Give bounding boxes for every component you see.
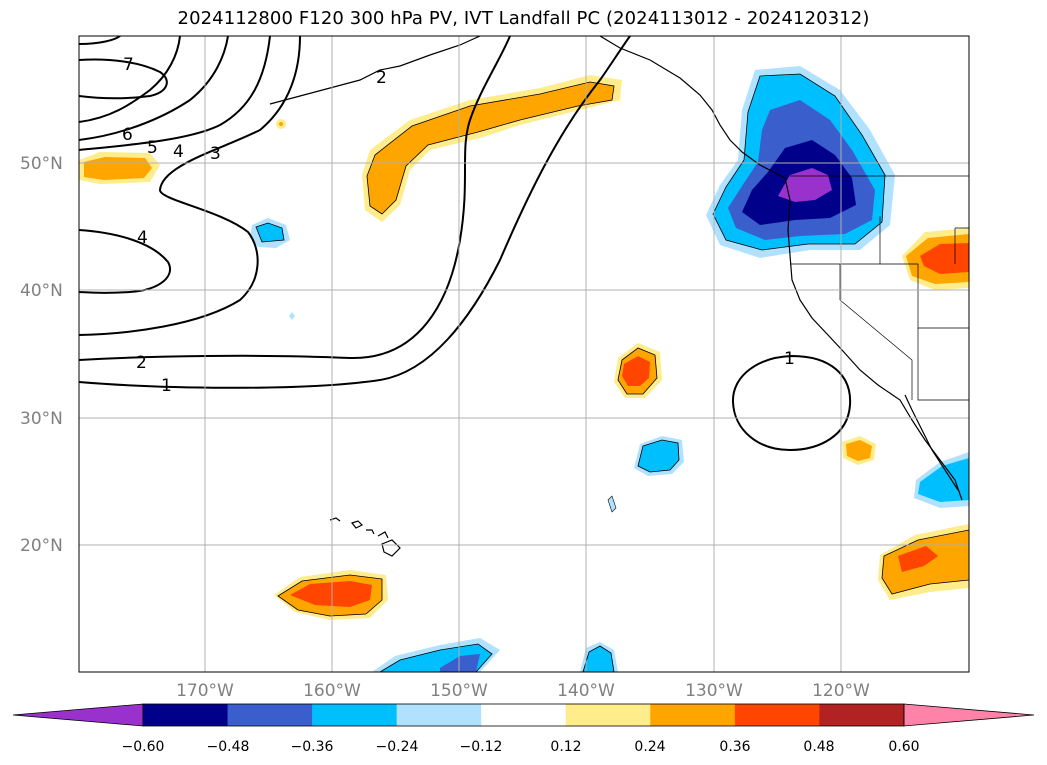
colorbar-segment bbox=[312, 704, 398, 726]
baja-coast bbox=[904, 394, 959, 491]
pv-contours bbox=[79, 36, 852, 452]
colorbar-segment bbox=[819, 704, 905, 726]
map-title: 2024112800 F120 300 hPa PV, IVT Landfall… bbox=[177, 8, 870, 29]
state-border-nv-az bbox=[880, 263, 969, 329]
negative-anomaly-small-core bbox=[256, 223, 284, 242]
lat-label-20n: 20°N bbox=[20, 536, 63, 556]
colorbar-extend-high bbox=[903, 703, 1035, 727]
positive-anomaly-baja bbox=[842, 436, 876, 465]
contour-label-1-low: 1 bbox=[784, 349, 795, 369]
colorbar-segment bbox=[565, 704, 651, 726]
pv-contour-6 bbox=[79, 36, 181, 123]
colorbar-outline bbox=[142, 703, 905, 727]
positive-anomaly-south-central bbox=[274, 570, 388, 620]
colorbar-segment bbox=[143, 704, 229, 726]
colorbar-tick: 0.60 bbox=[888, 739, 919, 755]
colorbar-tick: 0.12 bbox=[550, 739, 581, 755]
pv-contour-4b bbox=[79, 36, 271, 151]
colorbar-tick: −0.48 bbox=[207, 739, 250, 755]
gridlines bbox=[79, 36, 969, 672]
colorbar-segment bbox=[734, 704, 820, 726]
lon-labels: 170°W 160°W 150°W 140°W 130°W 120°W bbox=[176, 681, 870, 701]
contour-label-4-west: 4 bbox=[137, 228, 148, 248]
bc-coast bbox=[599, 36, 743, 153]
lon-label-130w: 130°W bbox=[685, 681, 743, 701]
pv-contour-8 bbox=[79, 36, 121, 45]
pv-contour-7 bbox=[79, 58, 168, 100]
contour-label-1: 1 bbox=[161, 376, 172, 396]
colorbar-tick: −0.12 bbox=[460, 739, 503, 755]
pv-contour-labels: 7 6 5 4 3 2 4 2 1 1 bbox=[122, 55, 795, 396]
contour-label-5: 5 bbox=[147, 138, 158, 158]
colorbar-extend-low bbox=[12, 703, 144, 727]
colorbar-ticks: −0.60 −0.48 −0.36 −0.24 −0.12 0.12 0.24 … bbox=[122, 739, 920, 755]
contour-label-3: 3 bbox=[210, 144, 221, 164]
state-border-ca-nv bbox=[839, 264, 913, 400]
lon-label-170w: 170°W bbox=[176, 681, 234, 701]
colorbar-tick: 0.36 bbox=[719, 739, 750, 755]
lat-label-30n: 30°N bbox=[20, 409, 63, 429]
anomaly-outlines bbox=[255, 73, 969, 672]
colorbar-tick: −0.60 bbox=[122, 739, 165, 755]
hawaii-islands bbox=[329, 517, 401, 557]
lon-label-120w: 120°W bbox=[812, 681, 870, 701]
lat-label-50n: 50°N bbox=[20, 154, 63, 174]
colorbar-tick: 0.48 bbox=[803, 739, 834, 755]
us-west-coast bbox=[741, 151, 963, 501]
contour-label-7: 7 bbox=[123, 55, 134, 75]
pv-contour-closed-low bbox=[731, 354, 852, 452]
lat-labels: 50°N 40°N 30°N 20°N bbox=[20, 154, 63, 556]
us-mexico-border bbox=[917, 328, 969, 401]
borders bbox=[790, 175, 969, 401]
colorbar bbox=[12, 703, 1035, 727]
state-border-ut bbox=[954, 227, 969, 264]
contour-label-6: 6 bbox=[122, 125, 133, 145]
colorbar-segment bbox=[227, 704, 313, 726]
pv-contour-5 bbox=[79, 36, 229, 141]
positive-anomaly-southeast bbox=[878, 524, 969, 600]
small-speck-anomaly bbox=[289, 312, 295, 320]
colorbar-tick: −0.24 bbox=[376, 739, 419, 755]
pv-contour-1 bbox=[79, 36, 631, 389]
colorbar-segment bbox=[396, 704, 482, 726]
pv-contour-4a bbox=[79, 229, 171, 294]
contour-label-2-north: 2 bbox=[376, 68, 387, 88]
negative-anomaly-south bbox=[372, 638, 618, 672]
colorbar-tick: 0.24 bbox=[634, 739, 665, 755]
contour-label-2: 2 bbox=[136, 353, 147, 373]
map-frame bbox=[78, 35, 970, 673]
lon-label-140w: 140°W bbox=[557, 681, 615, 701]
negative-anomaly-mid-pacific bbox=[634, 436, 684, 476]
contour-label-4: 4 bbox=[173, 142, 184, 162]
positive-anomaly-sw-us bbox=[902, 228, 969, 290]
alaska-coast bbox=[269, 36, 481, 105]
coastlines bbox=[269, 36, 963, 501]
lon-label-160w: 160°W bbox=[303, 681, 361, 701]
map-content bbox=[79, 36, 969, 672]
lon-label-150w: 150°W bbox=[430, 681, 488, 701]
colorbar-tick: −0.36 bbox=[291, 739, 334, 755]
colorbar-segment bbox=[650, 704, 736, 726]
small-island-anomaly bbox=[607, 495, 617, 513]
pv-contour-3 bbox=[79, 36, 301, 336]
negative-anomaly-mexico bbox=[914, 452, 969, 508]
lat-label-40n: 40°N bbox=[20, 281, 63, 301]
colorbar-segment bbox=[481, 704, 567, 726]
pv-contour-2 bbox=[79, 36, 511, 361]
